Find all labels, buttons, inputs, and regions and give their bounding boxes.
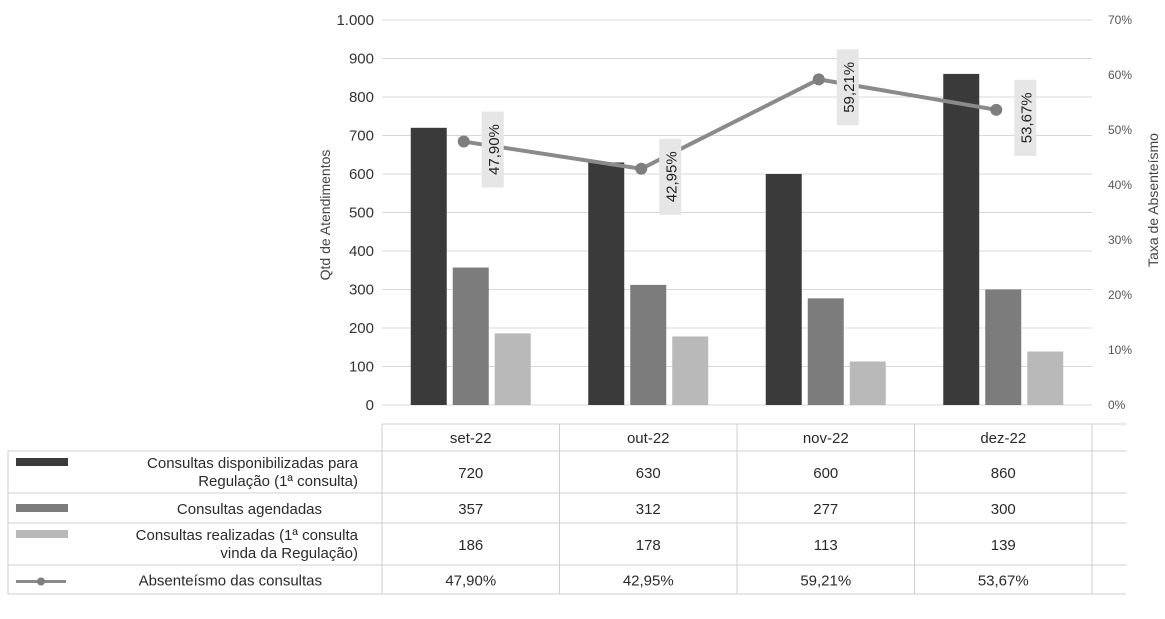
line-point — [457, 135, 470, 148]
data-labels: 47,90% 42,95% 59,21% 53,67% — [481, 49, 1037, 215]
bar — [765, 174, 802, 405]
line-point — [812, 73, 825, 86]
bar — [588, 162, 625, 405]
bar — [943, 73, 980, 406]
bar — [1027, 351, 1064, 405]
table-cell: 357 — [458, 501, 483, 518]
data-label-box — [481, 111, 504, 188]
data-label-box — [659, 138, 682, 215]
table-cell: 300 — [991, 501, 1016, 518]
table-cell: 59,21% — [800, 573, 851, 590]
line-point — [990, 103, 1003, 116]
data-label-group: 59,21% — [836, 49, 859, 126]
y-axis-title: Qtd de Atendimentos — [317, 150, 333, 281]
table-cell: 42,95% — [623, 573, 674, 590]
legend-swatch — [16, 458, 68, 466]
line-series — [463, 77, 997, 171]
bars — [410, 73, 1064, 406]
y-tick-label: 600 — [349, 166, 374, 183]
data-label-box — [836, 49, 859, 126]
data-label: 53,67% — [1018, 92, 1035, 143]
bar — [807, 298, 844, 405]
y2-tick-label: 20% — [1108, 288, 1132, 302]
y2-tick-label: 40% — [1108, 178, 1132, 192]
data-label-group: 47,90% — [481, 111, 504, 188]
series-label: vinda da Regulação) — [220, 545, 358, 562]
category-label: dez-22 — [980, 430, 1026, 447]
table-cell: 860 — [991, 465, 1016, 482]
bar — [410, 127, 447, 406]
series-label: Consultas disponibilizadas para — [147, 455, 359, 472]
y2-tick-label: 70% — [1108, 13, 1132, 27]
legend-marker — [37, 577, 45, 586]
y2-tick-label: 60% — [1108, 68, 1132, 82]
table-cell: 186 — [458, 537, 483, 554]
data-label: 59,21% — [841, 62, 858, 113]
legend-swatch — [16, 530, 68, 538]
bar — [494, 333, 531, 405]
y-tick-label: 700 — [349, 128, 374, 145]
data-label-group: 53,67% — [1014, 79, 1037, 156]
table-cell: 47,90% — [445, 573, 496, 590]
category-label: nov-22 — [803, 430, 849, 447]
y-tick-label: 0 — [366, 397, 374, 414]
y-tick-label: 900 — [349, 51, 374, 68]
bar — [849, 361, 886, 405]
table-cell: 630 — [636, 465, 661, 482]
y-tick-label: 100 — [349, 359, 374, 376]
data-label-group: 42,95% — [659, 138, 682, 215]
category-label: set-22 — [450, 430, 492, 447]
y2-tick-label: 0% — [1108, 398, 1126, 412]
bar — [985, 289, 1022, 405]
bar — [630, 284, 667, 405]
data-label: 42,95% — [663, 151, 680, 202]
series-label: Regulação (1ª consulta) — [198, 473, 358, 490]
right-axis-ticks: 0% 10% 20% 30% 40% 50% 60% 70% — [1108, 13, 1132, 412]
y-tick-label: 500 — [349, 205, 374, 222]
line-point — [635, 162, 648, 175]
series-label: Absenteísmo das consultas — [139, 573, 322, 590]
table-cell: 720 — [458, 465, 483, 482]
bar — [452, 267, 489, 405]
category-label: out-22 — [627, 430, 670, 447]
series-label: Consultas agendadas — [177, 501, 322, 518]
legend-swatch — [16, 504, 68, 512]
table-cell: 139 — [991, 537, 1016, 554]
absenteeism-line — [457, 73, 1003, 175]
table-cell: 277 — [813, 501, 838, 518]
data-table: set-22 out-22 nov-22 dez-22 Consultas dispon… — [7, 423, 1126, 595]
table-cell: 312 — [636, 501, 661, 518]
table-cell: 53,67% — [978, 573, 1029, 590]
y-tick-label: 1.000 — [336, 12, 374, 29]
y2-tick-label: 30% — [1108, 233, 1132, 247]
y-tick-label: 800 — [349, 89, 374, 106]
table-cell: 178 — [636, 537, 661, 554]
y-tick-label: 300 — [349, 282, 374, 299]
y2-axis-title: Taxa de Absenteísmo — [1145, 133, 1161, 267]
data-label: 47,90% — [486, 124, 503, 175]
y-tick-label: 200 — [349, 320, 374, 337]
y2-tick-label: 50% — [1108, 123, 1132, 137]
bar — [672, 336, 709, 405]
series-label: Consultas realizadas (1ª consulta — [136, 527, 359, 544]
table-cell: 600 — [813, 465, 838, 482]
data-label-box — [1014, 79, 1037, 156]
y2-tick-label: 10% — [1108, 343, 1132, 357]
table-cell: 113 — [814, 537, 838, 554]
y-tick-label: 400 — [349, 243, 374, 260]
left-axis-ticks: 0 100 200 300 400 500 600 700 800 900 1.000 — [336, 12, 374, 414]
